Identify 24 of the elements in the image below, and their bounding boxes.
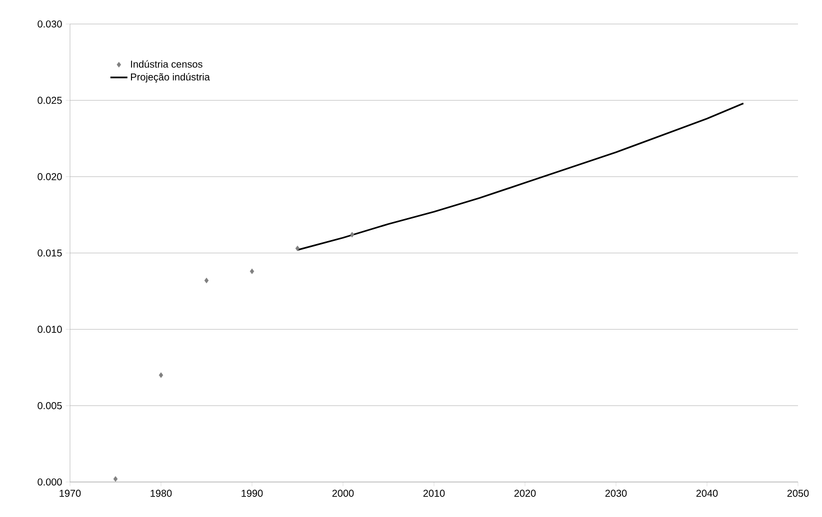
x-tick-label: 2000	[332, 490, 354, 497]
x-tick-label: 1970	[60, 490, 81, 497]
y-tick-label: 0.000	[38, 478, 62, 486]
y-tick-label: 0.030	[38, 20, 62, 28]
x-tick-label: 1990	[242, 490, 263, 497]
legend-label: Projeção indústria	[130, 73, 210, 83]
y-tick-label: 0.020	[38, 173, 62, 180]
point	[158, 372, 164, 378]
y-tick-label: 0.005	[38, 402, 62, 410]
x-tick-label: 2050	[787, 490, 809, 497]
point	[350, 232, 354, 238]
y-tick-label: 0.015	[38, 249, 62, 257]
point	[250, 268, 254, 274]
legend-label: Indústria censos	[131, 60, 202, 68]
x-tick-label: 1980	[150, 490, 172, 497]
x-tick-label: 2010	[423, 490, 445, 497]
y-tick-label: 0.025	[38, 96, 62, 104]
y-tick-label: 0.010	[38, 326, 62, 333]
point	[204, 278, 209, 284]
x-tick-label: 2030	[605, 490, 627, 497]
point	[113, 476, 118, 482]
x-tick-label: 2040	[696, 490, 718, 497]
point	[295, 246, 300, 252]
x-tick-label: 2020	[514, 490, 536, 497]
